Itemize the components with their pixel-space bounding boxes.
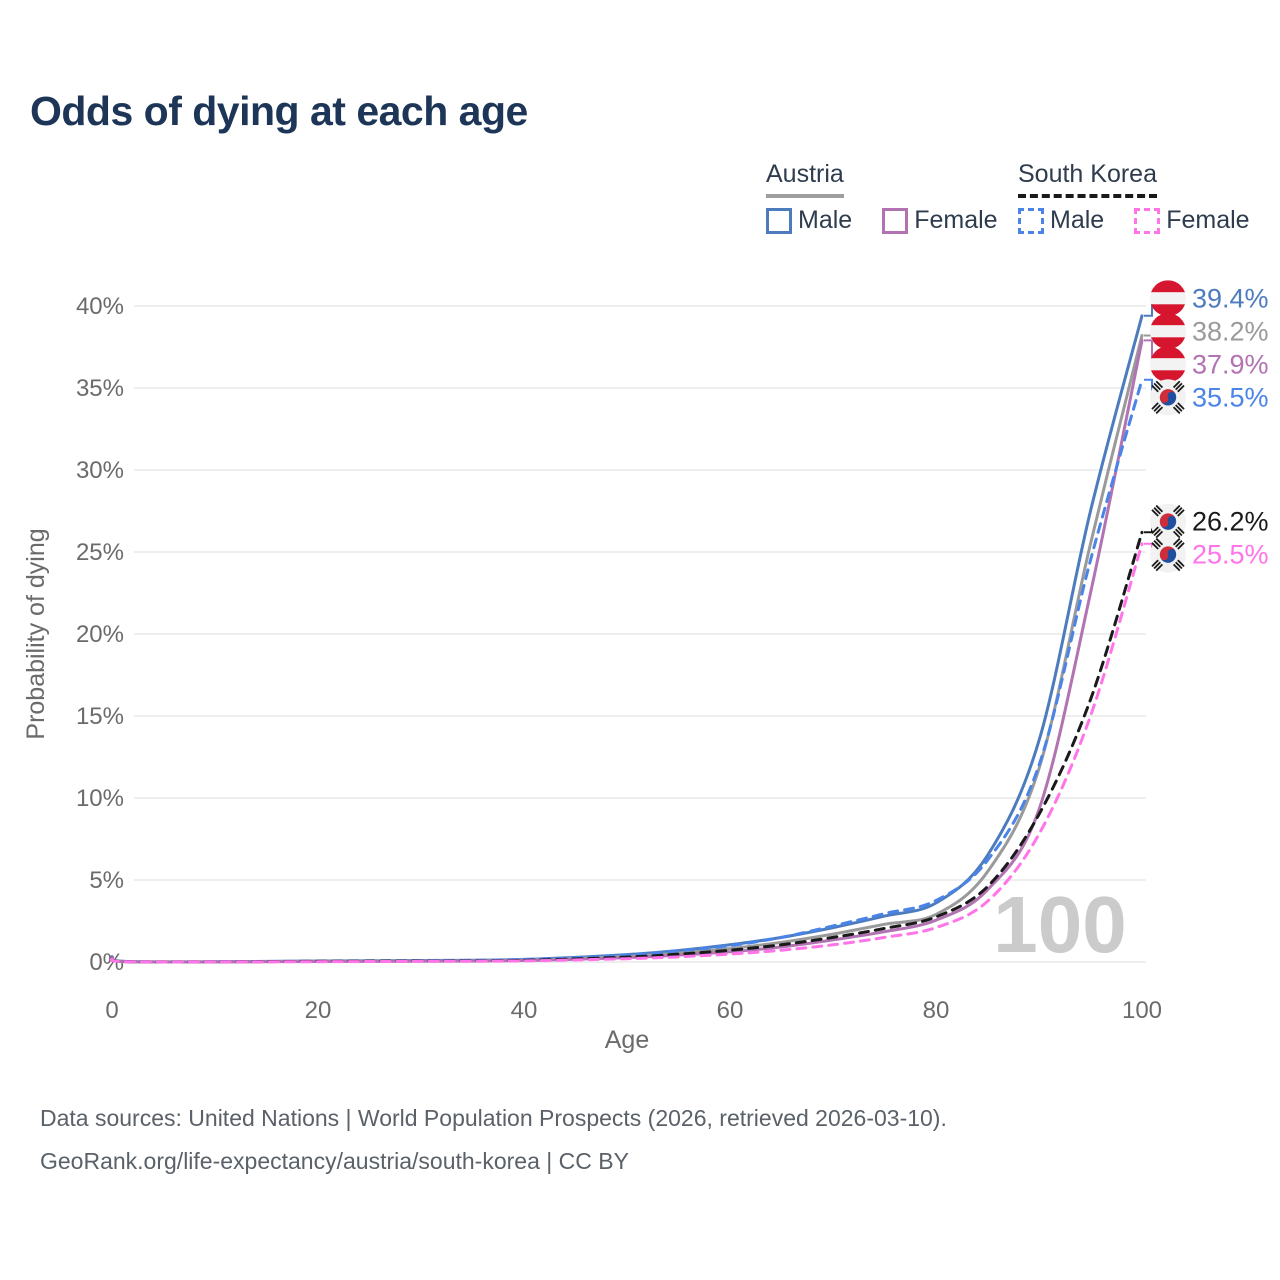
end-label-austria-female: 37.9% — [1192, 349, 1269, 379]
y-tick-label: 40% — [76, 293, 124, 320]
series-line-austria-male — [109, 314, 1144, 964]
end-label-south-korea-female: 25.5% — [1192, 540, 1269, 570]
x-axis-title: Age — [605, 1026, 649, 1054]
series-line-south-korea-male — [109, 378, 1144, 964]
legend-austria-title: Austria — [766, 160, 844, 198]
legend-swatch-austria-male — [766, 207, 792, 234]
y-tick-label: 30% — [76, 457, 124, 484]
x-tick-label: 80 — [923, 997, 950, 1024]
austria-flag-icon — [1150, 280, 1186, 316]
legend-label-south-korea-female: Female — [1166, 206, 1250, 234]
x-tick-label: 40 — [511, 997, 538, 1024]
series-line-austria-total — [109, 334, 1144, 964]
watermark-age-100: 100 — [993, 880, 1126, 969]
y-tick-label: 25% — [76, 539, 124, 566]
y-tick-label: 20% — [76, 621, 124, 648]
south-korea-flag-icon — [1150, 379, 1186, 416]
end-label-austria-total: 38.2% — [1192, 316, 1269, 346]
legend-group-south-korea: South Korea Male Female — [1018, 160, 1250, 235]
series-line-south-korea-female — [109, 542, 1144, 964]
x-tick-label: 0 — [105, 997, 118, 1024]
attribution-line: GeoRank.org/life-expectancy/austria/sout… — [40, 1148, 629, 1175]
legend-group-austria: Austria Male Female — [766, 160, 998, 235]
south-korea-flag-icon — [1150, 536, 1186, 573]
page-title: Odds of dying at each age — [30, 88, 528, 134]
austria-flag-icon — [1150, 313, 1186, 349]
south-korea-flag-icon — [1150, 503, 1186, 540]
legend-swatch-south-korea-female — [1134, 207, 1161, 234]
end-label-south-korea-male: 35.5% — [1192, 382, 1269, 412]
legend-swatch-austria-female — [882, 207, 909, 234]
y-tick-label: 35% — [76, 375, 124, 402]
x-tick-label: 20 — [305, 997, 332, 1024]
series-line-austria-female — [109, 338, 1144, 964]
legend-label-south-korea-male: Male — [1050, 206, 1105, 234]
austria-flag-icon — [1150, 346, 1186, 382]
legend-south-korea-title: South Korea — [1018, 160, 1157, 198]
legend-label-austria-female: Female — [914, 206, 998, 234]
x-tick-label: 100 — [1122, 997, 1162, 1024]
series-line-south-korea-total — [109, 530, 1144, 964]
x-tick-label: 60 — [717, 997, 744, 1024]
y-tick-label: 15% — [76, 703, 124, 730]
y-tick-label: 10% — [76, 785, 124, 812]
end-label-south-korea-total: 26.2% — [1192, 507, 1269, 537]
legend-label-austria-male: Male — [798, 206, 853, 234]
y-axis-title: Probability of dying — [22, 528, 50, 739]
legend-swatch-south-korea-male — [1018, 207, 1044, 234]
data-source-line: Data sources: United Nations | World Pop… — [40, 1105, 947, 1131]
end-label-austria-male: 39.4% — [1192, 283, 1269, 313]
y-tick-label: 5% — [89, 867, 124, 894]
footer: Data sources: United Nations | World Pop… — [40, 1097, 947, 1183]
